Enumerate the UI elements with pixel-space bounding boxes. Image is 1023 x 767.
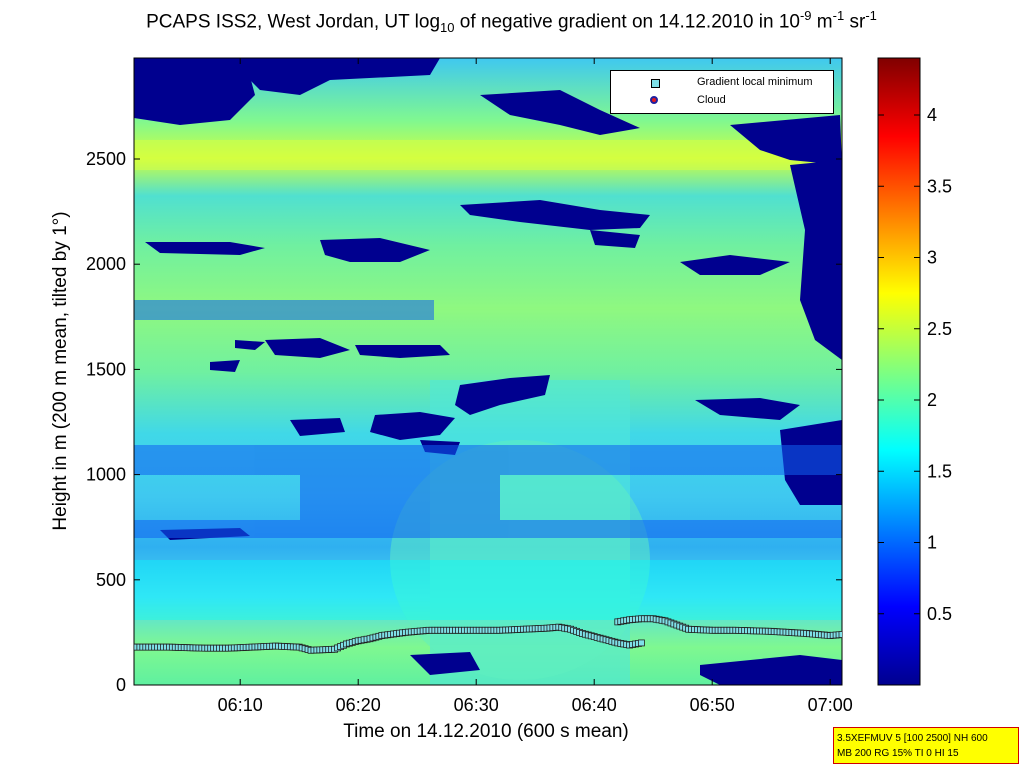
colorbar-tick-label: 3 [927, 248, 937, 268]
chart-title: PCAPS ISS2, West Jordan, UT log10 of neg… [146, 8, 877, 36]
y-tick-label: 0 [116, 675, 126, 695]
y-tick-label: 1500 [86, 359, 126, 379]
gradient-minimum-marker [838, 631, 842, 638]
colorbar-tick-label: 1.5 [927, 461, 952, 481]
legend: Gradient local minimum Cloud [610, 70, 834, 114]
x-tick-label: 06:10 [218, 695, 263, 715]
x-axis: 06:10 06:20 06:30 06:40 06:50 07:00 [218, 58, 853, 715]
y-axis-label: Height in m (200 m mean, tilted by 1°) [50, 211, 71, 530]
y-tick-label: 2500 [86, 149, 126, 169]
colorbar-ticks: 0.5 1 1.5 2 2.5 3 3.5 4 [878, 105, 952, 624]
colorbar-tick-label: 4 [927, 105, 937, 125]
legend-entry-gradient-minimum: Gradient local minimum [611, 75, 833, 91]
colorbar [877, 57, 921, 686]
x-tick-label: 06:30 [454, 695, 499, 715]
gradient-minimum-marker [638, 639, 645, 647]
settings-infobox: 3.5XEFMUV 5 [100 2500] NH 600 MB 200 RG … [833, 727, 1019, 764]
circle-marker-icon [650, 96, 658, 104]
legend-entry-cloud: Cloud [611, 93, 833, 109]
colorbar-tick-label: 0.5 [927, 604, 952, 624]
x-tick-label: 07:00 [808, 695, 853, 715]
x-axis-label: Time on 14.12.2010 (600 s mean) [343, 721, 629, 742]
y-tick-label: 2000 [86, 254, 126, 274]
y-tick-label: 1000 [86, 465, 126, 485]
plot-frame [133, 57, 843, 686]
colorbar-tick-label: 2 [927, 390, 937, 410]
colorbar-tick-label: 1 [927, 533, 937, 553]
heatmap-field [134, 58, 842, 685]
colorbar-tick-label: 3.5 [927, 176, 952, 196]
x-tick-label: 06:40 [572, 695, 617, 715]
x-tick-label: 06:50 [690, 695, 735, 715]
colorbar-tick-label: 2.5 [927, 319, 952, 339]
x-tick-label: 06:20 [336, 695, 381, 715]
gradient-minimum-markers [134, 615, 842, 654]
square-marker-icon [651, 79, 660, 88]
y-tick-label: 500 [96, 570, 126, 590]
y-axis: 0 500 1000 1500 2000 2500 [86, 149, 842, 695]
